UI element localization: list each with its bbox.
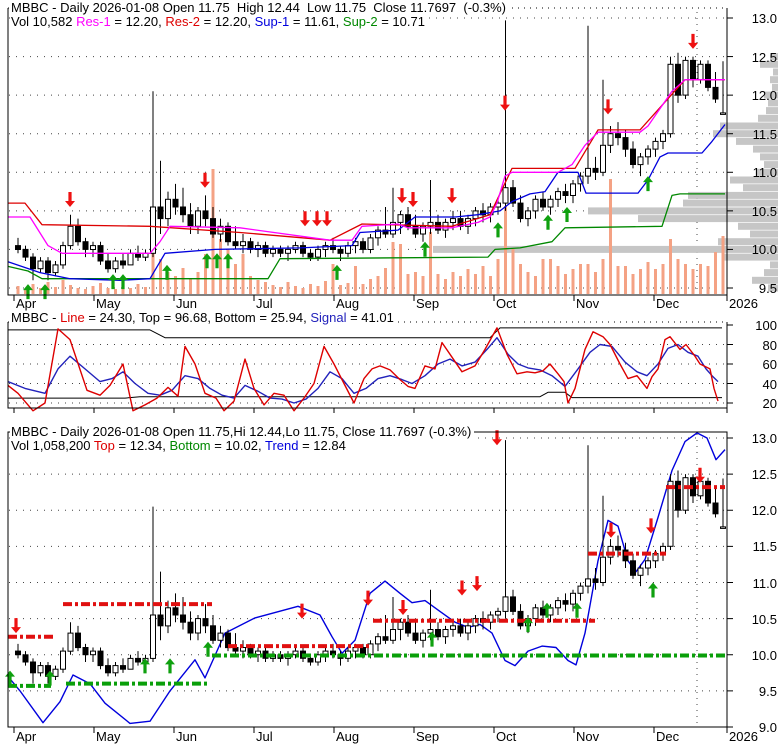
panel1-subtitle: Vol 10,582 Res-1 = 12.20, Res-2 = 12.20,… [10,15,428,29]
y-axis-label: 80 [762,338,777,353]
x-axis-label: Aug [336,296,360,311]
y-axis-label: 40 [762,377,777,392]
x-axis-label: Jul [256,296,273,311]
panel2-title: MBBC - Line = 24.30, Top = 96.68, Bottom… [10,311,397,325]
x-axis-label: Sep [416,729,440,744]
y-axis-label: 12.0 [751,88,777,103]
panel3-title: MBBC - Daily 2026-01-08 Open 11.75,Hi 12… [10,425,475,439]
x-axis-label: Apr [16,296,37,311]
x-axis-label: Apr [16,729,37,744]
y-axis-label: 100 [755,318,777,333]
x-axis-label: Dec [656,296,680,311]
y-axis-label: 60 [762,357,777,372]
y-axis-label: 10.0 [751,242,777,257]
y-axis-label: 12.5 [751,467,777,482]
y-axis-label: 11.0 [752,576,777,591]
y-axis-label: 11.0 [752,165,777,180]
y-axis-label: 12.0 [751,503,777,518]
panel1-title: MBBC - Daily 2026-01-08 Open 11.75 High … [10,1,510,15]
y-axis-label: 10.5 [751,612,777,627]
y-axis-label: 9.5 [758,281,777,296]
x-axis-label: Nov [576,296,600,311]
x-axis-label: Dec [656,729,680,744]
x-axis-label: Nov [576,729,600,744]
y-axis-label: 12.5 [751,50,777,65]
x-axis-label: Sep [416,296,440,311]
y-axis-label: 10.5 [751,204,777,219]
y-axis-label: 13.0 [751,431,777,446]
y-axis-label: 9.5 [758,684,777,699]
y-axis-label: 9.0 [758,720,777,735]
x-axis-label: Oct [496,729,517,744]
y-axis-label: 13.0 [751,11,777,26]
y-axis-label: 20 [762,396,777,411]
x-axis-label: Jul [256,729,273,744]
y-axis-label: 10.0 [751,648,777,663]
y-axis-label: 11.5 [752,127,777,142]
x-axis-label: May [96,296,121,311]
x-axis-label: 2026 [729,729,758,744]
x-axis-label: 2026 [729,296,758,311]
x-axis-label: Jun [176,296,197,311]
x-axis-label: Jun [176,729,197,744]
x-axis-label: Oct [496,296,517,311]
y-axis-label: 11.5 [752,539,777,554]
panel3-subtitle: Vol 1,058,200 Top = 12.34, Bottom = 10.0… [10,439,349,453]
x-axis-label: Aug [336,729,360,744]
x-axis-label: May [96,729,121,744]
